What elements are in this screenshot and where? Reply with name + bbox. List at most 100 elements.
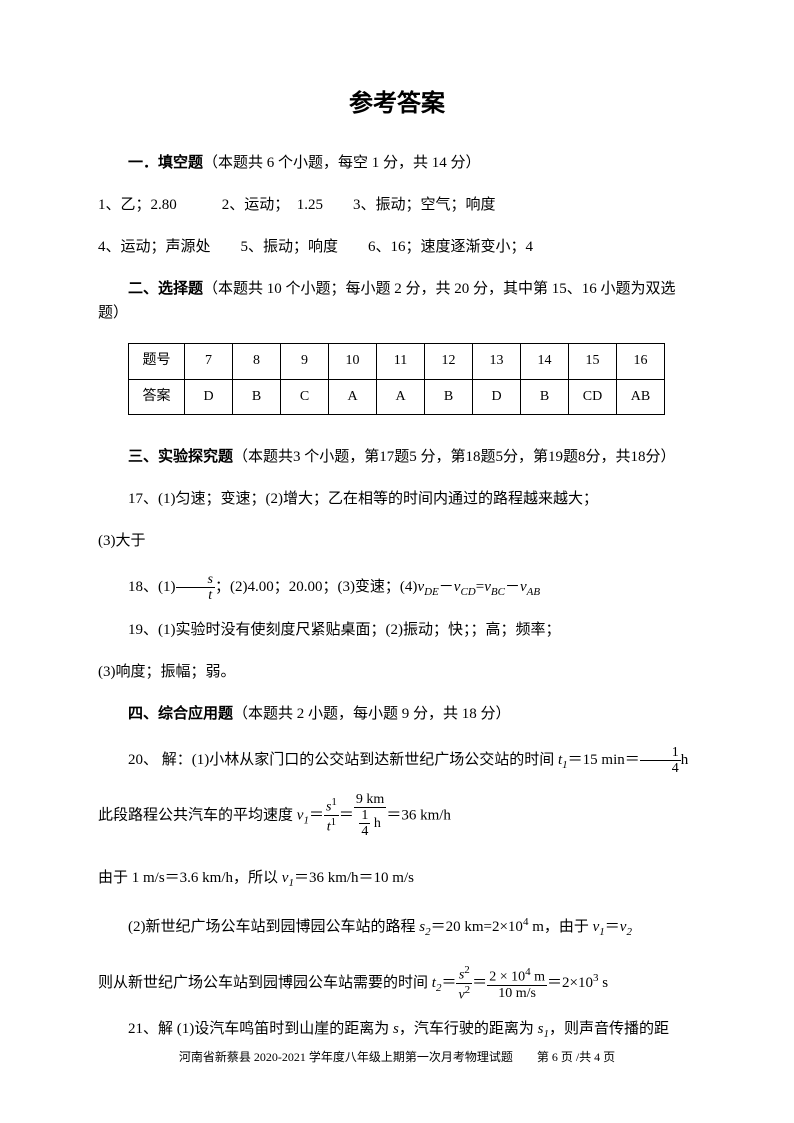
q18-frac: st [176,572,215,604]
q19: 19、(1)实验时没有使刻度尺紧贴桌面；(2)振动；快；；高；频率； [98,618,696,642]
s1-line2: 4、运动；声源处 5、振动；响度 6、16；速度逐渐变小；4 [98,235,696,259]
den: 10 m/s [487,986,547,1001]
section1-head: 一．填空题（本题共 6 个小题，每空 1 分，共 14 分） [98,151,696,175]
qnum: 12 [425,344,473,379]
eq: ＝ [472,975,487,991]
ans: A [329,379,377,414]
frac2: 9 km14 h [354,792,386,840]
page-title: 参考答案 [98,85,696,123]
ans: C [281,379,329,414]
header-label: 题号 [129,344,185,379]
q17: 17、(1)匀速；变速；(2)增大；乙在相等的时间内通过的路程越来越大； [98,487,696,511]
den: 14 h [354,808,386,840]
s1-line1: 1、乙；2.80 2、运动； 1.25 3、振动；空气；响度 [98,193,696,217]
ans: CD [569,379,617,414]
frac: 14 [640,745,681,777]
qnum: 7 [185,344,233,379]
eq: ＝ [339,807,354,823]
section2-head: 二、选择题（本题共 10 个小题；每小题 2 分，共 20 分，其中第 15、1… [98,277,696,325]
tail: h [370,816,381,831]
answer-label: 答案 [129,379,185,414]
num: s2 [456,964,472,984]
section3-rest: （本题共3 个小题，第17题5 分，第18题5分，第19题8分，共18分） [233,449,676,465]
sub: 2 [626,926,632,938]
pre: 则从新世纪广场公车站到园博园公车站需要的时间 [98,975,432,991]
section4-head: 四、综合应用题（本题共 2 小题，每小题 9 分，共 18 分） [98,702,696,726]
frac2: 2 × 104 m10 m/s [487,966,547,1001]
c: ，则声音传播的距 [549,1021,669,1037]
den: t1 [324,816,339,835]
qnum: 16 [617,344,665,379]
v: v [484,579,491,595]
q20-seg: 此段路程公共汽车的平均速度 v1＝s1t1＝9 km14 h＝36 km/h [98,792,696,840]
ans: D [473,379,521,414]
v: v [520,579,527,595]
num: s1 [324,796,339,816]
section4-bold: 四、综合应用题 [128,706,233,722]
ans: B [521,379,569,414]
qnum: 9 [281,344,329,379]
num: 2 × 104 m [487,966,547,986]
end: h [681,752,689,768]
section3-head: 三、实验探究题（本题共3 个小题，第17题5 分，第18题5分，第19题8分，共… [98,445,696,469]
a: 21、解 (1)设汽车鸣笛时到山崖的距离为 [128,1021,393,1037]
ans: B [233,379,281,414]
num: 9 km [354,792,386,808]
qnum: 13 [473,344,521,379]
eq: ＝ [441,975,456,991]
eq: ＝ [605,919,620,935]
enda: ＝2×10 [547,975,593,991]
eq: = [476,579,484,595]
inner-frac: 14 [359,808,370,840]
a: 由于 1 m/s＝3.6 km/h，所以 [98,870,282,886]
q20-2: (2)新世纪广场公车站到园博园公车站的路程 s2＝20 km=2×104 m，由… [98,914,696,942]
sub: DE [424,586,439,598]
q18: 18、(1)st；(2)4.00；20.00；(3)变速；(4)vDE－vCD=… [98,571,696,604]
eq: ＝ [309,807,324,823]
b: ＝36 km/h＝10 m/s [294,870,414,886]
ans: AB [617,379,665,414]
qnum: 15 [569,344,617,379]
sup: 1 [331,796,337,808]
qnum: 14 [521,344,569,379]
frac1: s1t1 [324,796,339,835]
unit: m，由于 [528,919,592,935]
q21: 21、解 (1)设汽车鸣笛时到山崖的距离为 s，汽车行驶的距离为 s1，则声音传… [98,1017,696,1044]
table-row: 答案 D B C A A B D B CD AB [129,379,665,414]
section1-rest: （本题共 6 个小题，每空 1 分，共 14 分） [203,155,481,171]
answer-table: 题号 7 8 9 10 11 12 13 14 15 16 答案 D B C A… [128,343,665,415]
b: m [531,969,545,984]
q18-mid: ；(2)4.00；20.00；(3)变速；(4) [215,579,417,595]
ans: A [377,379,425,414]
a: 2 × 10 [489,969,525,984]
qnum: 8 [233,344,281,379]
pre: 此段路程公共汽车的平均速度 [98,807,297,823]
qnum: 11 [377,344,425,379]
q20-1: 20、 解：(1)小林从家门口的公交站到达新世纪广场公交站的时间 t1＝15 m… [98,744,696,777]
den: 4 [640,761,681,776]
den: v2 [456,984,472,1003]
b: ，汽车行驶的距离为 [399,1021,538,1037]
frac1: s2v2 [456,964,472,1003]
section2-bold: 二、选择题 [128,281,203,297]
endb: s [598,975,608,991]
mid: ＝20 km=2×10 [431,919,523,935]
ans: B [425,379,473,414]
end: ＝36 km/h [386,807,451,823]
num: 1 [640,745,681,761]
mid: ＝15 min＝ [568,752,640,768]
q20-unit: 由于 1 m/s＝3.6 km/h，所以 v1＝36 km/h＝10 m/s [98,866,696,893]
dash: － [439,579,454,595]
sup: 2 [465,984,471,996]
sub: AB [527,586,540,598]
sub: BC [491,586,505,598]
frac-den: t [176,588,215,603]
frac-num: s [176,572,215,588]
q19b: (3)响度；振幅；弱。 [98,660,696,684]
sup: 2 [464,964,470,976]
den: 4 [359,824,370,839]
q20-t2: 则从新世纪广场公车站到园博园公车站需要的时间 t2＝s2v2＝2 × 104 m… [98,964,696,1003]
section1-bold: 一．填空题 [128,155,203,171]
page-footer: 河南省新蔡县 2020-2021 学年度八年级上期第一次月考物理试题 第 6 页… [0,1048,794,1067]
ans: D [185,379,233,414]
